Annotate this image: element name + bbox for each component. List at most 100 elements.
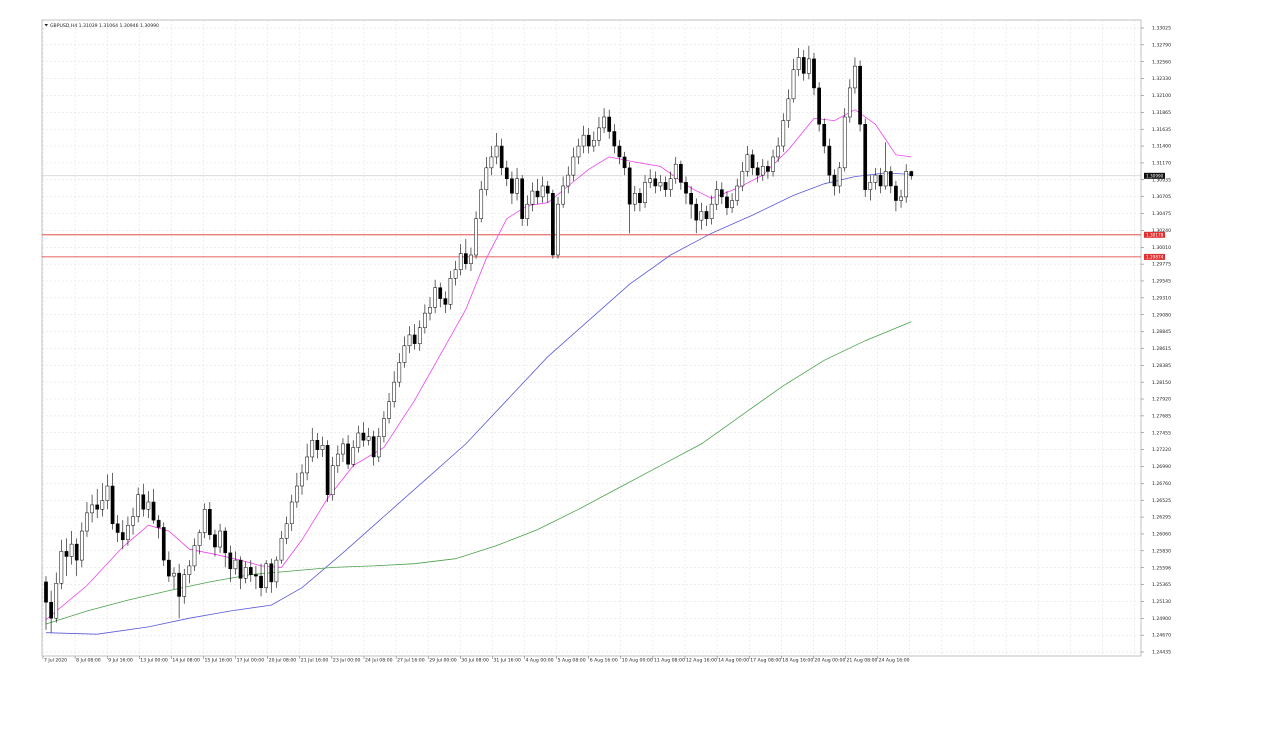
candle — [218, 523, 222, 553]
time-axis[interactable]: 7 Jul 2020 8 Jul 08:00 9 Jul 16:00 13 Jul 0… — [42, 656, 910, 664]
x-tick-label: 13 Jul 00:00 — [140, 658, 168, 664]
candle — [320, 436, 325, 457]
candle-body — [530, 190, 535, 205]
candle-body — [305, 456, 309, 474]
candle — [115, 515, 120, 542]
candle — [120, 520, 125, 550]
candle — [520, 175, 525, 226]
candle-body — [182, 574, 187, 597]
candle-body — [607, 116, 612, 132]
candle-body — [853, 65, 857, 89]
candle — [591, 131, 596, 152]
candle-body — [730, 200, 734, 209]
candle — [289, 494, 294, 532]
candle-body — [172, 572, 176, 577]
candle-body — [254, 574, 258, 577]
candle-body — [909, 171, 914, 177]
candle-body — [479, 189, 484, 219]
candle-body — [632, 193, 637, 205]
candle-body — [602, 116, 606, 129]
candle-body — [274, 559, 279, 583]
candles — [44, 45, 914, 633]
y-tick-label: 1.26990 — [1152, 464, 1171, 470]
candle-body — [146, 501, 151, 510]
horizontal-level-label: 1.29874 — [1146, 254, 1164, 259]
candle-body — [581, 134, 586, 147]
candle-body — [904, 171, 909, 198]
candle — [382, 411, 386, 443]
x-tick-label: 30 Jul 08:00 — [461, 658, 489, 664]
candle — [279, 531, 284, 564]
candle-body — [801, 57, 806, 74]
candle — [694, 198, 699, 234]
candle — [504, 160, 509, 186]
x-tick-label: 5 Aug 08:00 — [558, 658, 586, 664]
y-tick-label: 1.33025 — [1152, 26, 1171, 32]
candle — [847, 79, 852, 123]
candle-body — [484, 167, 489, 190]
candle-body — [320, 445, 325, 450]
horizontal-levels[interactable]: 1.30178 1.29874 1.30990 — [42, 172, 1165, 260]
candle-body — [766, 166, 770, 172]
candle-body — [469, 254, 473, 264]
candle-body — [289, 501, 294, 525]
y-tick-label: 1.25830 — [1152, 548, 1171, 554]
candle-body — [776, 145, 781, 158]
candle — [812, 53, 816, 96]
candle-body — [658, 182, 663, 187]
candle-body — [428, 307, 432, 314]
candle — [141, 483, 146, 517]
candle-body — [556, 203, 560, 256]
y-tick-label: 1.28150 — [1152, 380, 1171, 386]
candle — [469, 247, 473, 271]
candle — [105, 474, 110, 510]
x-tick-label: 8 Jul 08:00 — [76, 658, 101, 664]
candle — [197, 529, 202, 555]
candle-body — [786, 98, 791, 121]
candle — [443, 291, 448, 314]
candle — [566, 166, 571, 194]
candle — [853, 57, 857, 94]
y-tick-label: 1.30705 — [1152, 194, 1171, 200]
candle-body — [535, 190, 540, 198]
candle — [151, 488, 156, 524]
x-tick-label: 24 Aug 16:00 — [879, 658, 910, 664]
candle — [668, 171, 673, 197]
candle-body — [714, 189, 719, 205]
y-tick-label: 1.25365 — [1152, 582, 1171, 588]
price-axis[interactable]: 1.33025 1.32790 1.32560 1.32330 1.32100 1.318… — [1141, 26, 1171, 656]
x-tick-label: 9 Jul 16:00 — [108, 658, 133, 664]
candle-body — [571, 156, 576, 176]
candle — [868, 175, 873, 201]
candle — [494, 132, 499, 165]
candle — [571, 147, 576, 181]
candle — [126, 516, 130, 546]
candle-body — [525, 203, 530, 219]
candle — [213, 529, 217, 557]
candle — [627, 162, 632, 234]
candle — [822, 118, 827, 154]
candle — [49, 590, 53, 633]
candle-body — [392, 381, 397, 402]
candle-body — [561, 185, 565, 205]
y-tick-label: 1.24670 — [1152, 633, 1171, 639]
candle-body — [131, 516, 135, 526]
candle — [310, 427, 315, 463]
candle-body — [873, 174, 878, 183]
y-tick-label: 1.29080 — [1152, 312, 1171, 318]
candle — [423, 304, 427, 334]
candle — [684, 176, 688, 205]
moving-average-line — [45, 172, 912, 635]
candle — [617, 140, 622, 165]
candle-body — [617, 145, 622, 158]
candle — [376, 427, 381, 463]
moving-average-line — [45, 321, 912, 625]
y-tick-label: 1.29775 — [1152, 262, 1171, 268]
candle-body — [791, 69, 796, 100]
y-tick-label: 1.31635 — [1152, 127, 1171, 133]
candle-body — [207, 509, 212, 535]
candle — [771, 149, 775, 177]
candle-body — [499, 145, 504, 169]
